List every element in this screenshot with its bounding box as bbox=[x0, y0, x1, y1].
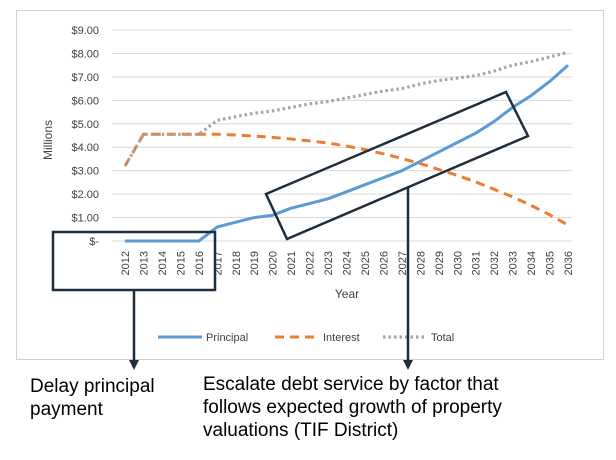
x-tick-label: 2031 bbox=[471, 251, 483, 275]
y-axis-label: Millions bbox=[41, 120, 55, 160]
x-tick-label: 2023 bbox=[323, 251, 335, 275]
legend-label-principal: Principal bbox=[206, 332, 248, 344]
escalate-callout-box bbox=[264, 90, 530, 241]
y-tick-label: $1.00 bbox=[71, 213, 99, 225]
y-tick-label: $4.00 bbox=[71, 142, 99, 154]
x-tick-label: 2029 bbox=[434, 251, 446, 275]
x-tick-label: 2016 bbox=[194, 251, 206, 275]
y-tick-label: $8.00 bbox=[71, 48, 99, 60]
escalate-arrow-head bbox=[403, 360, 413, 370]
x-tick-label: 2033 bbox=[508, 251, 520, 275]
legend-label-total: Total bbox=[431, 332, 454, 344]
x-tick-label: 2030 bbox=[452, 251, 464, 275]
y-tick-label: $3.00 bbox=[71, 166, 99, 178]
delay-principal-note: Delay principal payment bbox=[30, 376, 155, 420]
x-tick-label: 2022 bbox=[305, 251, 317, 275]
y-tick-label: $5.00 bbox=[71, 119, 99, 131]
series-line-total bbox=[123, 50, 569, 167]
series-line-principal bbox=[125, 64, 569, 243]
callouts bbox=[51, 90, 530, 370]
legend-label-interest: Interest bbox=[323, 332, 360, 344]
x-axis-label: Year bbox=[335, 287, 359, 301]
y-tick-label: $9.00 bbox=[71, 25, 99, 37]
x-tick-label: 2035 bbox=[545, 251, 557, 275]
series-line-interest bbox=[123, 132, 569, 227]
x-tick-label: 2018 bbox=[231, 251, 243, 275]
x-tick-label: 2032 bbox=[489, 251, 501, 275]
x-tick-label: 2014 bbox=[157, 251, 169, 275]
x-tick-label: 2024 bbox=[342, 251, 354, 275]
x-tick-label: 2025 bbox=[360, 251, 372, 275]
escalate-debt-service-note: Escalate debt service by factor that fol… bbox=[203, 374, 502, 441]
x-tick-label: 2012 bbox=[120, 251, 132, 275]
x-tick-label: 2036 bbox=[563, 251, 575, 275]
x-axis-ticks: 2012 2013 2014 2015 2016 2017 2018 2019 2020 2021… bbox=[120, 251, 575, 275]
x-tick-label: 2020 bbox=[268, 251, 280, 275]
x-tick-label: 2028 bbox=[415, 251, 427, 275]
series-lines bbox=[123, 50, 569, 243]
x-tick-label: 2034 bbox=[526, 251, 538, 275]
x-tick-label: 2013 bbox=[138, 251, 150, 275]
y-tick-label: $2.00 bbox=[71, 189, 99, 201]
x-tick-label: 2027 bbox=[397, 251, 409, 275]
x-tick-label: 2015 bbox=[175, 251, 187, 275]
delay-arrow-head bbox=[129, 360, 139, 370]
y-axis-ticks: $- $1.00 $2.00 $3.00 $4.00 $5.00 $6.00 $7.00 $8.… bbox=[71, 25, 99, 248]
legend: Principal Interest Total bbox=[158, 332, 454, 344]
y-tick-label: $6.00 bbox=[71, 95, 99, 107]
x-tick-label: 2019 bbox=[249, 251, 261, 275]
gridlines bbox=[112, 29, 572, 242]
x-tick-label: 2026 bbox=[378, 251, 390, 275]
x-tick-label: 2021 bbox=[286, 251, 298, 275]
y-tick-label: $- bbox=[89, 236, 99, 248]
y-tick-label: $7.00 bbox=[71, 72, 99, 84]
